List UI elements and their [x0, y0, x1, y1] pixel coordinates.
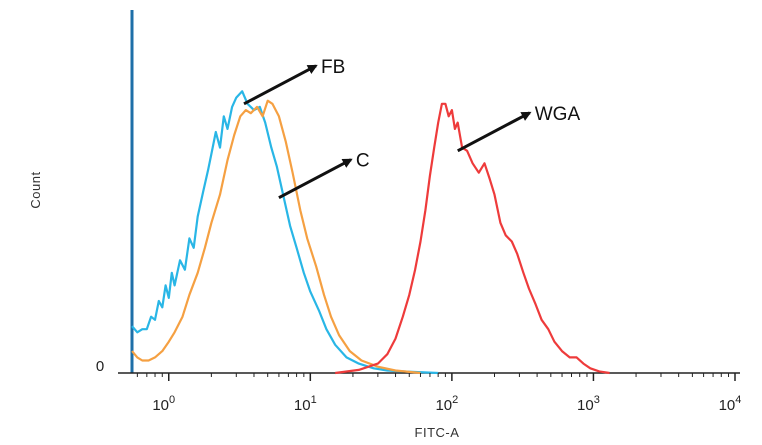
annotation-arrow — [278, 158, 353, 200]
x-axis-ticks: 100 101 102 103 104 — [136, 373, 742, 414]
x-tick-label: 103 — [577, 394, 600, 414]
annotation-label: C — [356, 151, 370, 172]
x-axis-title: FITC-A — [415, 425, 460, 440]
annotation-label: WGA — [535, 104, 581, 125]
y-axis-ticks: 0 — [96, 358, 104, 375]
x-tick-label: 101 — [294, 394, 317, 414]
series-layer — [131, 90, 610, 375]
annotation-layer: FB C WGA — [243, 57, 581, 200]
annotation-arrow — [457, 111, 532, 153]
y-tick-label: 0 — [96, 358, 104, 375]
x-tick-label: 100 — [152, 394, 175, 414]
plot-frame — [118, 10, 740, 374]
y-axis-title: Count — [28, 171, 43, 208]
x-tick-label: 102 — [435, 394, 458, 414]
x-tick-label: 104 — [719, 394, 742, 414]
series-line-2 — [131, 99, 421, 375]
series-line-1 — [131, 90, 439, 375]
annotation-label: FB — [321, 57, 345, 78]
series-line-3 — [335, 102, 610, 375]
annotation-arrow — [243, 64, 318, 106]
